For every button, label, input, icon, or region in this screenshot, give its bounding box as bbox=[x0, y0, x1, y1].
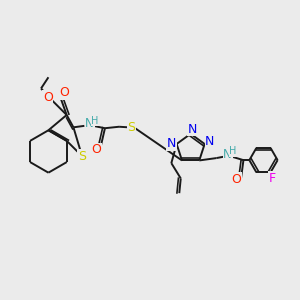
Text: F: F bbox=[268, 172, 276, 185]
Text: N: N bbox=[167, 137, 176, 150]
Text: N: N bbox=[85, 117, 94, 130]
Text: H: H bbox=[91, 116, 99, 126]
Text: H: H bbox=[230, 146, 237, 156]
Text: N: N bbox=[223, 148, 232, 161]
Text: O: O bbox=[59, 86, 69, 99]
Text: O: O bbox=[231, 173, 241, 186]
Text: O: O bbox=[43, 91, 53, 104]
Text: N: N bbox=[205, 134, 214, 148]
Text: O: O bbox=[91, 143, 101, 156]
Text: S: S bbox=[128, 121, 136, 134]
Text: S: S bbox=[78, 150, 86, 163]
Text: N: N bbox=[188, 123, 197, 136]
